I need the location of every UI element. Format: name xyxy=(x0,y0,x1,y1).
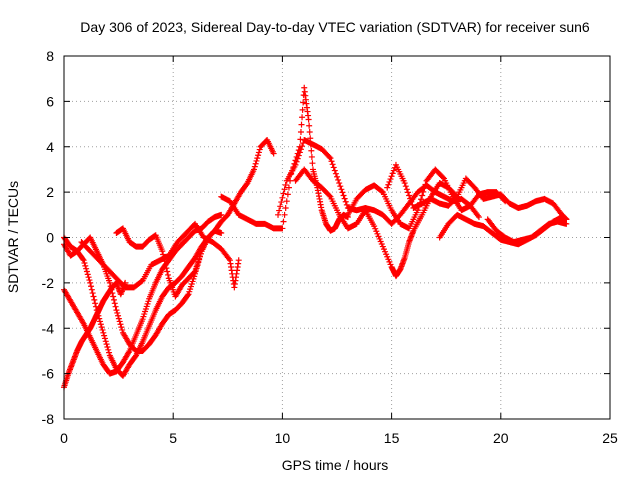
series-sat-m xyxy=(484,216,570,246)
x-axis-ticks: 0 5 10 15 20 25 xyxy=(60,56,618,446)
data-point-markers xyxy=(436,211,570,248)
data-point-markers xyxy=(113,136,277,300)
y-tick-label: -6 xyxy=(42,366,55,382)
series-sat-k xyxy=(384,161,570,223)
y-tick-label: 6 xyxy=(46,93,54,109)
x-axis-label: GPS time / hours xyxy=(282,457,389,473)
y-axis-label: SDTVAR / TECUs xyxy=(5,181,21,293)
data-point-markers xyxy=(275,136,482,227)
y-tick-label: -4 xyxy=(42,320,55,336)
x-tick-label: 20 xyxy=(493,430,509,446)
data-point-markers xyxy=(61,227,225,379)
series-sat-i xyxy=(292,166,461,280)
series-sat-l xyxy=(436,211,570,248)
data-point-markers xyxy=(384,161,570,223)
y-tick-label: -2 xyxy=(42,275,55,291)
y-tick-label: -8 xyxy=(42,411,55,427)
x-tick-label: 15 xyxy=(384,430,400,446)
series-sat-e xyxy=(78,220,242,291)
y-tick-label: 8 xyxy=(46,48,54,64)
x-tick-label: 10 xyxy=(275,430,291,446)
series-sat-j xyxy=(344,166,509,232)
y-tick-label: 4 xyxy=(46,139,54,155)
y-axis-ticks: -8 -6 -4 -2 0 2 4 6 8 xyxy=(42,48,610,427)
series-sat-d xyxy=(61,227,225,379)
grid xyxy=(64,56,610,419)
series-sat-h xyxy=(275,136,482,227)
data-point-markers xyxy=(218,84,351,234)
chart-title: Day 306 of 2023, Sidereal Day-to-day VTE… xyxy=(80,19,590,35)
y-tick-label: 2 xyxy=(46,184,54,200)
data-point-markers xyxy=(78,220,242,291)
x-tick-label: 0 xyxy=(60,430,68,446)
data-points xyxy=(61,84,570,391)
series-sat-g xyxy=(218,84,351,234)
data-point-markers xyxy=(484,216,570,246)
x-tick-label: 25 xyxy=(602,430,618,446)
y-tick-label: 0 xyxy=(46,230,54,246)
data-point-markers xyxy=(344,166,509,232)
x-tick-label: 5 xyxy=(169,430,177,446)
data-point-markers xyxy=(292,166,461,280)
series-sat-f xyxy=(113,136,277,300)
